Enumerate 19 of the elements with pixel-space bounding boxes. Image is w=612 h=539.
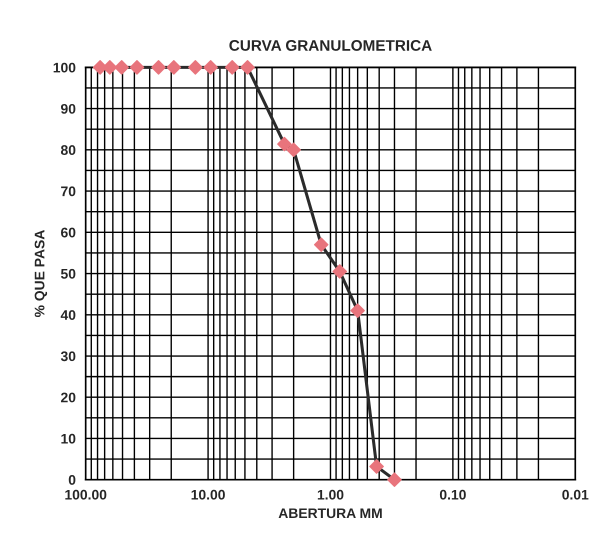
x-tick-label: 100.00: [65, 490, 106, 500]
y-tick-label: 90: [60, 104, 76, 114]
y-tick-label: 50: [60, 268, 76, 279]
x-axis-title: ABERTURA MM: [278, 508, 382, 518]
x-tick-label: 10.00: [192, 490, 225, 500]
y-axis-title: % QUE PASA: [34, 230, 48, 318]
y-tick-label: 30: [60, 351, 76, 362]
y-tick-label: 40: [60, 310, 76, 320]
x-tick-label: 0.10: [440, 490, 466, 500]
y-tick-label: 70: [61, 186, 76, 196]
y-tick-label: 60: [61, 228, 76, 238]
y-tick-label: 10: [61, 434, 76, 444]
y-tick-label: 80: [60, 145, 76, 156]
y-tick-label: 0: [68, 475, 76, 485]
x-tick-label: 0.01: [562, 490, 588, 500]
y-tick-label: 20: [60, 392, 76, 402]
chart-title: CURVA GRANULOMETRICA: [229, 40, 432, 51]
y-tick-label: 100: [54, 62, 76, 73]
x-tick-label: 1.00: [318, 490, 344, 500]
